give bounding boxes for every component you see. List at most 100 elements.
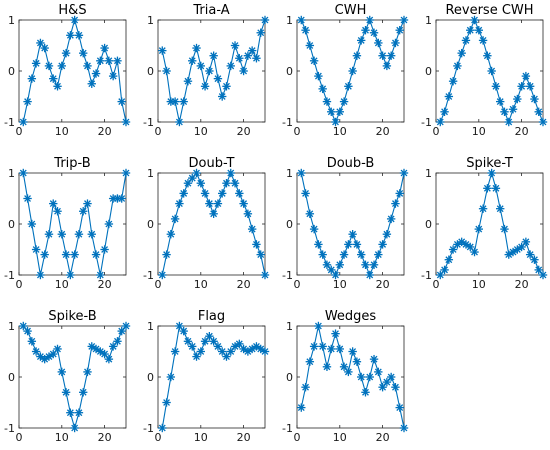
data-point	[444, 92, 454, 101]
data-point	[121, 168, 131, 178]
data-point	[309, 224, 319, 234]
y-tick-label: 1	[147, 320, 154, 333]
data-point	[87, 79, 96, 88]
data-point	[179, 326, 188, 336]
data-point	[339, 250, 349, 259]
data-point	[395, 26, 404, 35]
data-point	[183, 76, 193, 86]
data-point	[57, 367, 66, 377]
y-tick-label: -1	[282, 422, 293, 435]
data-point	[247, 46, 257, 55]
y-tick-label: 1	[147, 14, 154, 27]
data-point	[318, 84, 327, 94]
data-point	[179, 97, 188, 106]
y-tick-label: -1	[282, 269, 293, 282]
y-tick-label: 0	[286, 218, 293, 231]
subplot-title: Tria-A	[192, 3, 229, 18]
data-point	[348, 66, 357, 76]
data-point	[213, 74, 223, 83]
x-tick-label: 20	[376, 431, 390, 444]
data-point	[448, 76, 458, 86]
y-tick-label: -1	[4, 422, 15, 435]
x-tick-label: 10	[194, 278, 208, 291]
data-point	[213, 199, 223, 208]
data-point	[352, 240, 362, 249]
data-point	[487, 66, 496, 76]
data-point	[78, 207, 88, 216]
data-point	[440, 107, 449, 117]
y-tick-label: 0	[286, 65, 293, 78]
data-point	[305, 357, 315, 366]
data-point	[378, 240, 387, 249]
data-point	[235, 189, 244, 198]
data-point	[226, 168, 235, 178]
data-point	[209, 209, 218, 219]
y-tick-label: 0	[8, 65, 15, 78]
x-tick-label: 10	[472, 278, 486, 291]
data-point	[496, 97, 505, 106]
data-point	[188, 342, 197, 351]
data-point	[391, 38, 400, 48]
data-point	[158, 46, 167, 55]
x-tick-label: 10	[333, 431, 347, 444]
data-point	[61, 388, 71, 397]
y-tick-label: 0	[147, 65, 154, 78]
data-point	[57, 61, 66, 71]
data-point	[66, 270, 75, 280]
data-point	[36, 270, 45, 280]
data-point	[83, 199, 92, 208]
y-tick-label: 0	[425, 218, 432, 231]
data-point	[391, 383, 400, 392]
data-point	[382, 61, 392, 71]
data-point	[530, 94, 539, 104]
data-point	[331, 329, 340, 338]
data-point	[179, 189, 188, 198]
data-point	[309, 56, 319, 65]
data-point	[382, 229, 392, 239]
data-point	[322, 97, 332, 106]
data-point	[222, 82, 231, 91]
data-point	[352, 357, 362, 366]
data-point	[327, 344, 336, 354]
x-tick-label: 0	[155, 278, 162, 291]
subplot-title: H&S	[58, 3, 86, 18]
data-point	[83, 367, 92, 377]
x-tick-label: 0	[294, 431, 301, 444]
data-point	[104, 56, 114, 65]
data-point	[374, 367, 383, 377]
data-point	[170, 214, 180, 224]
data-point	[297, 168, 306, 178]
data-point	[91, 69, 101, 78]
data-point	[335, 344, 344, 354]
y-tick-label: 1	[8, 14, 15, 27]
data-point	[534, 265, 543, 275]
y-tick-label: -1	[421, 116, 432, 129]
data-point	[27, 74, 37, 83]
data-point	[386, 51, 396, 60]
x-tick-label: 0	[433, 278, 440, 291]
x-tick-label: 20	[376, 125, 390, 138]
data-point	[70, 250, 79, 259]
data-point	[344, 240, 353, 249]
data-point	[461, 240, 471, 249]
data-point	[230, 178, 240, 188]
data-point	[66, 408, 75, 417]
data-point	[121, 321, 131, 331]
x-tick-label: 10	[472, 125, 486, 138]
x-tick-label: 20	[237, 125, 251, 138]
x-tick-label: 0	[433, 125, 440, 138]
x-tick-label: 10	[55, 431, 69, 444]
data-point	[305, 41, 315, 50]
data-point	[192, 168, 201, 178]
data-point	[301, 383, 310, 392]
data-point	[314, 71, 323, 81]
x-tick-label: 20	[515, 125, 529, 138]
data-point	[500, 224, 509, 234]
data-point	[335, 107, 344, 117]
data-point	[247, 224, 257, 234]
x-tick-label: 0	[16, 278, 23, 291]
